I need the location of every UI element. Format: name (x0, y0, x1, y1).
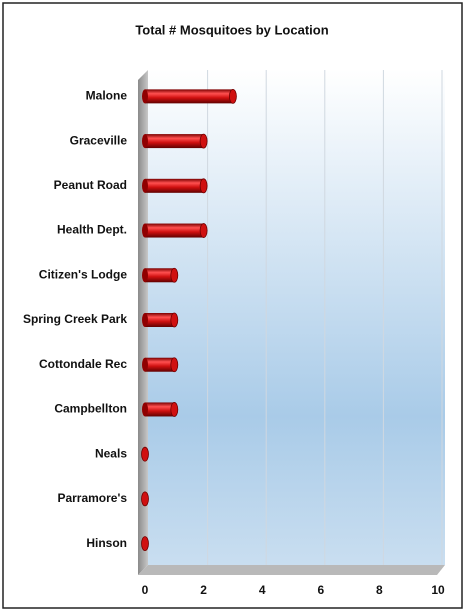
y-tick-label: Neals (95, 446, 127, 460)
y-tick-label: Parramore's (57, 491, 127, 505)
bar-cap (199, 133, 208, 149)
x-tick-label: 2 (200, 583, 207, 597)
plot-area (148, 70, 445, 565)
y-tick-label: Peanut Road (54, 178, 127, 192)
x-tick-label: 0 (142, 583, 149, 597)
bar-cap (141, 446, 149, 462)
bar-start (142, 89, 148, 104)
y-tick-label: Health Dept. (57, 223, 127, 237)
bar (145, 134, 204, 149)
bar-cap (170, 402, 179, 417)
y-tick-label: Campbellton (54, 402, 127, 416)
bar-start (142, 313, 148, 327)
bar (145, 268, 175, 283)
x-tick-label: 4 (259, 583, 266, 597)
floor (138, 565, 445, 575)
x-tick-label: 10 (431, 583, 445, 597)
bar-cap (141, 536, 149, 552)
y-tick-label: Malone (86, 89, 128, 103)
bar-start (142, 268, 148, 283)
bar (145, 178, 204, 193)
bar-cap (228, 88, 237, 104)
y-tick-label: Cottondale Rec (39, 357, 127, 371)
bar-cap (141, 491, 149, 507)
y-tick-label: Hinson (86, 536, 127, 550)
bar-start (142, 402, 148, 417)
bar (145, 402, 175, 417)
bar-cap (199, 178, 208, 194)
y-tick-label: Graceville (70, 133, 128, 147)
x-tick-label: 6 (317, 583, 324, 597)
bar-start (142, 178, 148, 193)
bar-start (142, 357, 148, 372)
bar-cap (170, 312, 179, 328)
bar (145, 89, 233, 104)
bar (145, 357, 175, 372)
x-tick-label: 8 (376, 583, 383, 597)
chart-title: Total # Mosquitoes by Location (135, 22, 328, 37)
y-tick-label: Citizen's Lodge (39, 267, 128, 281)
bar-cap (170, 357, 179, 373)
bar (145, 313, 175, 327)
y-tick-label: Spring Creek Park (23, 312, 127, 326)
bar (145, 223, 204, 238)
bar-cap (199, 223, 208, 238)
bar-start (142, 223, 148, 238)
bar-cap (170, 267, 179, 283)
bar-start (142, 134, 148, 149)
